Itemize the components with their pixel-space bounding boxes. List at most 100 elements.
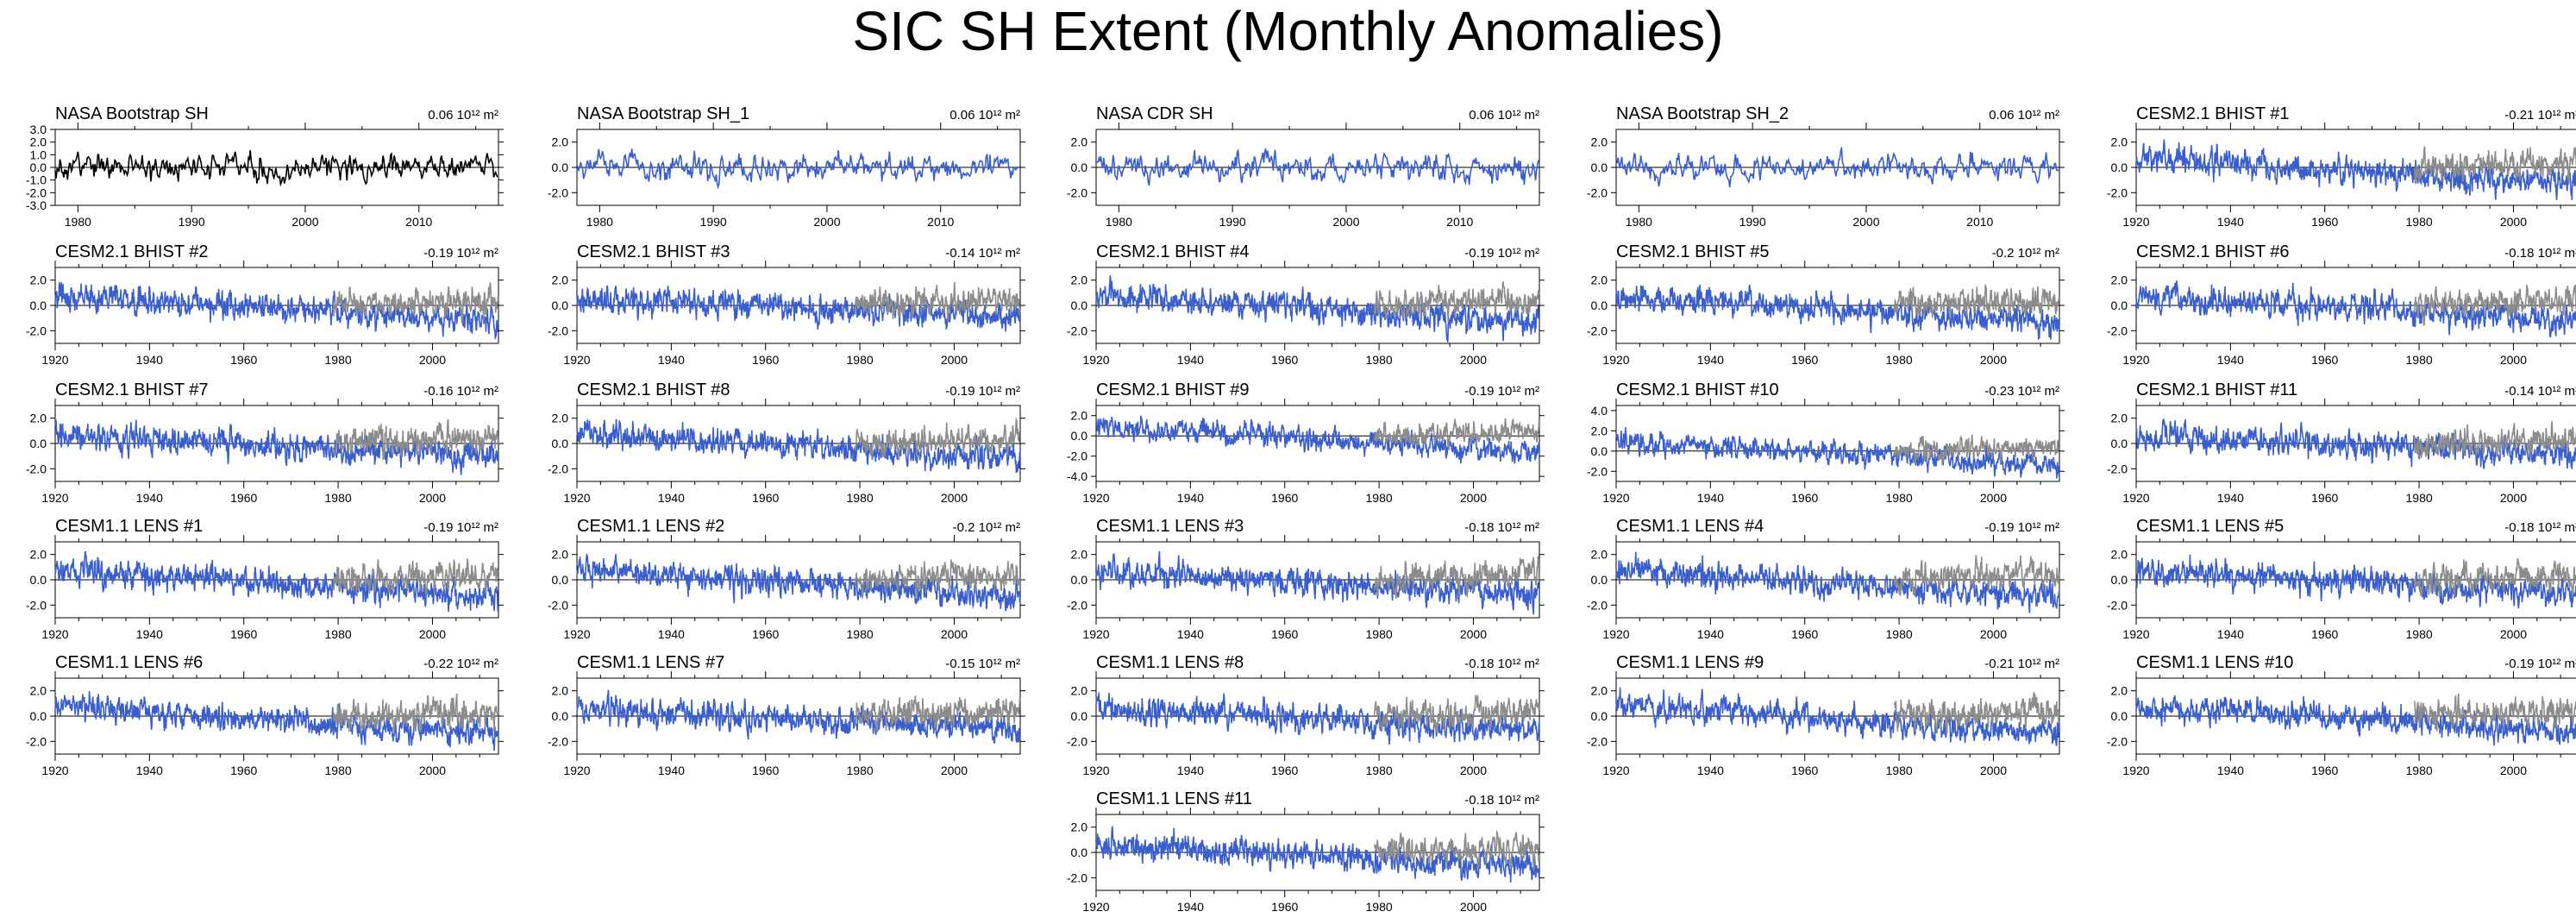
x-tick-label: 1980 — [325, 353, 352, 367]
y-tick-label: 1.0 — [30, 148, 47, 161]
x-tick-label: 2000 — [1980, 627, 2007, 641]
observed-series-line — [2413, 693, 2576, 730]
observed-series-line — [1893, 555, 2060, 596]
x-tick-label: 1940 — [658, 353, 685, 367]
y-tick-label: -2.0 — [2107, 324, 2128, 337]
observed-series-line — [1893, 434, 2060, 465]
y-tick-label: 0.0 — [30, 709, 47, 723]
y-tick-label: 2.0 — [1071, 409, 1088, 423]
observed-series-line — [854, 695, 1021, 733]
x-tick-label: 2000 — [419, 764, 446, 777]
y-tick-label: -2.0 — [26, 462, 47, 475]
x-tick-label: 1940 — [658, 764, 685, 777]
y-tick-label: 2.0 — [552, 548, 569, 562]
chart-panel: CESM2.1 BHIST #4 -0.19 10¹² m² 2.0 0.0 -2.0 1… — [1067, 242, 1545, 367]
y-tick-label: 0.0 — [552, 437, 569, 450]
x-tick-label: 2000 — [813, 215, 840, 229]
y-tick-label: 0.0 — [1071, 709, 1088, 723]
trend-label: -0.19 10¹² m² — [2504, 657, 2576, 671]
y-tick-label: 0.0 — [1591, 444, 1608, 458]
trend-label: -0.2 10¹² m² — [953, 520, 1020, 535]
panel-title: CESM2.1 BHIST #6 — [2136, 242, 2289, 261]
x-tick-label: 2000 — [2500, 627, 2527, 641]
y-tick-label: 0.0 — [1071, 299, 1088, 312]
x-tick-label: 2000 — [1460, 900, 1487, 914]
x-tick-label: 1980 — [847, 491, 874, 505]
trend-label: 0.06 10¹² m² — [950, 108, 1020, 123]
model-series-line — [2135, 418, 2576, 469]
y-tick-label: 0.0 — [1591, 573, 1608, 587]
model-series-line — [1095, 826, 1540, 883]
panel-title: CESM1.1 LENS #2 — [577, 517, 724, 536]
trend-label: -0.22 10¹² m² — [423, 657, 498, 671]
trend-label: -0.19 10¹² m² — [1464, 384, 1539, 399]
y-tick-label: -2.0 — [1587, 734, 1608, 748]
y-tick-label: 2.0 — [1071, 684, 1088, 698]
model-series-line — [54, 691, 499, 751]
plot-frame — [1615, 405, 2060, 482]
y-tick-label: 0.0 — [552, 160, 569, 174]
x-tick-label: 2000 — [2500, 764, 2527, 777]
chart-panel: CESM2.1 BHIST #3 -0.14 10¹² m² 2.0 0.0 -2.0 1… — [548, 242, 1025, 367]
y-tick-label: -2.0 — [26, 598, 47, 612]
x-tick-label: 1920 — [41, 764, 68, 777]
y-tick-label: 2.0 — [1071, 548, 1088, 562]
y-tick-label: -2.0 — [1067, 324, 1087, 337]
y-tick-label: 0.0 — [2111, 299, 2128, 312]
y-tick-label: 0.0 — [2111, 160, 2128, 174]
x-tick-label: 1980 — [847, 764, 874, 777]
x-tick-label: 1920 — [563, 627, 590, 641]
model-series-line — [54, 419, 499, 475]
trend-label: -0.23 10¹² m² — [1984, 384, 2059, 399]
model-series-line — [1095, 692, 1540, 745]
x-tick-label: 2010 — [405, 215, 432, 229]
y-tick-label: 0.0 — [552, 573, 569, 587]
y-tick-label: -2.0 — [26, 734, 47, 748]
observed-series-line — [1373, 829, 1540, 871]
x-tick-label: 1940 — [2217, 764, 2244, 777]
chart-panel: NASA Bootstrap SH 0.06 10¹² m² 3.02.01.00.… — [26, 104, 504, 229]
x-tick-label: 2000 — [1460, 491, 1487, 505]
x-tick-label: 1990 — [700, 215, 727, 229]
y-tick-label: 2.0 — [552, 684, 569, 698]
panel-title: CESM2.1 BHIST #8 — [577, 380, 730, 399]
panel-title: CESM2.1 BHIST #1 — [2136, 104, 2289, 123]
x-tick-label: 2000 — [941, 491, 968, 505]
panel-title: NASA Bootstrap SH_2 — [1616, 104, 1789, 123]
x-tick-label: 2000 — [419, 627, 446, 641]
panel-title: NASA Bootstrap SH — [55, 104, 209, 123]
x-tick-label: 1990 — [1739, 215, 1766, 229]
y-tick-label: 2.0 — [2111, 135, 2128, 149]
x-tick-label: 1980 — [1366, 491, 1393, 505]
observed-series-line — [1373, 695, 1540, 735]
chart-panel: CESM2.1 BHIST #9 -0.19 10¹² m² 2.0 0.0 -2.0 -… — [1067, 380, 1545, 505]
chart-panel: CESM1.1 LENS #6 -0.22 10¹² m² 2.0 0.0 -2.0 19… — [26, 653, 504, 777]
y-tick-label: -2.0 — [2107, 185, 2128, 199]
panel-title: CESM1.1 LENS #4 — [1616, 517, 1764, 536]
x-tick-label: 2000 — [2500, 215, 2527, 229]
model-series-line — [576, 552, 1021, 612]
y-tick-label: 2.0 — [2111, 548, 2128, 562]
observed-series-line — [2413, 146, 2576, 185]
x-tick-label: 2010 — [1446, 215, 1473, 229]
observed-series-line — [332, 418, 499, 459]
x-tick-label: 1990 — [179, 215, 205, 229]
x-tick-label: 1940 — [2217, 627, 2244, 641]
x-tick-label: 1940 — [1697, 627, 1724, 641]
trend-label: 0.06 10¹² m² — [1989, 108, 2059, 123]
trend-label: -0.14 10¹² m² — [2504, 384, 2576, 399]
observed-series-line — [1893, 692, 2060, 734]
y-tick-label: 2.0 — [2111, 684, 2128, 698]
chart-panel: CESM2.1 BHIST #10 -0.23 10¹² m² 4.0 2.0 0.0 -… — [1587, 380, 2065, 505]
panel-title: NASA CDR SH — [1096, 104, 1213, 123]
x-tick-label: 1960 — [1271, 764, 1298, 777]
y-tick-label: 0.0 — [1071, 573, 1088, 587]
y-tick-label: -2.0 — [1067, 598, 1087, 612]
model-series-line — [54, 550, 499, 613]
chart-panel: CESM1.1 LENS #1 -0.19 10¹² m² 2.0 0.0 -2.0 19… — [26, 517, 504, 641]
trend-label: -0.16 10¹² m² — [423, 384, 498, 399]
model-series-line — [1615, 551, 2060, 613]
x-tick-label: 1920 — [1082, 353, 1109, 367]
x-tick-label: 1920 — [2122, 627, 2149, 641]
x-tick-label: 1980 — [847, 353, 874, 367]
